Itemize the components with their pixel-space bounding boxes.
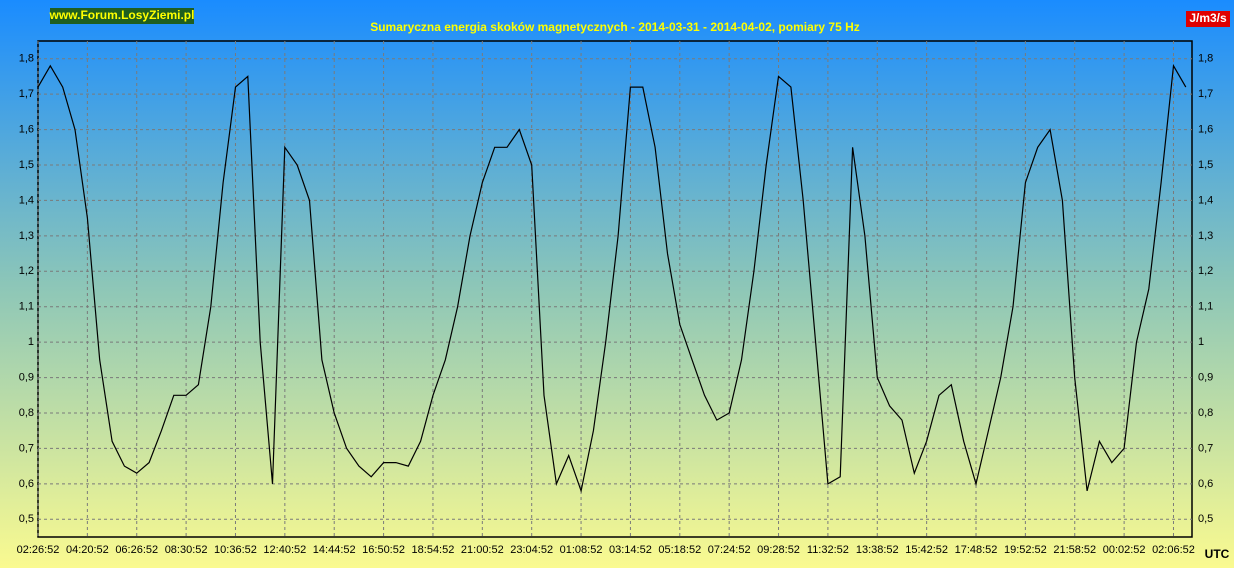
x-tick-label: 21:00:52 bbox=[461, 544, 504, 556]
x-tick-label: 16:50:52 bbox=[362, 544, 405, 556]
x-tick-label: 11:32:52 bbox=[807, 544, 849, 556]
y-tick-label: 0,8 bbox=[19, 407, 34, 419]
x-tick-label: 13:38:52 bbox=[856, 544, 899, 556]
y-tick-label-right: 1,5 bbox=[1198, 159, 1213, 171]
x-tick-label: 07:24:52 bbox=[708, 544, 751, 556]
x-tick-label: 01:08:52 bbox=[560, 544, 603, 556]
y-tick-label-right: 1 bbox=[1198, 336, 1204, 348]
y-tick-label: 1,7 bbox=[19, 88, 34, 100]
y-tick-label: 0,5 bbox=[19, 513, 34, 525]
x-tick-label: 23:04:52 bbox=[510, 544, 553, 556]
y-tick-label-right: 1,4 bbox=[1198, 194, 1213, 206]
x-tick-label: 03:14:52 bbox=[609, 544, 652, 556]
site-label: www.Forum.LosyZiemi.pl bbox=[49, 8, 195, 22]
y-tick-label-right: 0,5 bbox=[1198, 513, 1213, 525]
unit-label: J/m3/s bbox=[1189, 11, 1227, 25]
x-tick-label: 18:54:52 bbox=[412, 544, 455, 556]
y-tick-label: 1 bbox=[28, 336, 34, 348]
y-tick-label-right: 1,1 bbox=[1198, 301, 1213, 313]
x-tick-label: 04:20:52 bbox=[66, 544, 109, 556]
y-tick-label: 0,7 bbox=[19, 442, 34, 454]
y-tick-label: 0,6 bbox=[19, 478, 34, 490]
y-tick-label-right: 1,2 bbox=[1198, 265, 1213, 277]
unit-badge bbox=[1186, 11, 1230, 27]
x-tick-label: 21:58:52 bbox=[1053, 544, 1096, 556]
x-tick-label: 15:42:52 bbox=[905, 544, 948, 556]
x-tick-label: 10:36:52 bbox=[214, 544, 257, 556]
x-tick-label: 19:52:52 bbox=[1004, 544, 1047, 556]
x-tick-label: 08:30:52 bbox=[165, 544, 208, 556]
x-tick-label: 05:18:52 bbox=[658, 544, 701, 556]
x-tick-label: 00:02:52 bbox=[1103, 544, 1146, 556]
site-badge bbox=[50, 8, 194, 24]
y-tick-label: 1,4 bbox=[19, 194, 34, 206]
y-tick-label-right: 1,8 bbox=[1198, 53, 1213, 65]
data-line bbox=[37, 63, 1187, 494]
y-tick-label-right: 1,6 bbox=[1198, 123, 1213, 135]
x-tick-label: 09:28:52 bbox=[757, 544, 800, 556]
chart-title: Sumaryczna energia skoków magnetycznych … bbox=[370, 20, 860, 34]
y-tick-label: 1,8 bbox=[19, 53, 34, 65]
y-tick-label: 0,9 bbox=[19, 371, 34, 383]
y-tick-label: 1,2 bbox=[19, 265, 34, 277]
y-tick-label: 1,1 bbox=[19, 301, 34, 313]
x-tick-label: 12:40:52 bbox=[263, 544, 306, 556]
y-tick-label: 1,6 bbox=[19, 123, 34, 135]
x-tick-label: 17:48:52 bbox=[955, 544, 998, 556]
y-tick-label: 1,5 bbox=[19, 159, 34, 171]
y-tick-label-right: 0,8 bbox=[1198, 407, 1213, 419]
x-tick-label: 02:26:52 bbox=[17, 544, 60, 556]
y-tick-label-right: 0,9 bbox=[1198, 371, 1213, 383]
y-tick-label-right: 1,3 bbox=[1198, 230, 1213, 242]
y-tick-label: 1,3 bbox=[19, 230, 34, 242]
x-tick-label: 02:06:52 bbox=[1152, 544, 1195, 556]
y-tick-label-right: 1,7 bbox=[1198, 88, 1213, 100]
x-tick-label: 06:26:52 bbox=[115, 544, 158, 556]
x-tick-label: 14:44:52 bbox=[313, 544, 356, 556]
timezone-label: UTC bbox=[1205, 547, 1230, 561]
y-tick-label-right: 0,7 bbox=[1198, 442, 1213, 454]
y-tick-label-right: 0,6 bbox=[1198, 478, 1213, 490]
